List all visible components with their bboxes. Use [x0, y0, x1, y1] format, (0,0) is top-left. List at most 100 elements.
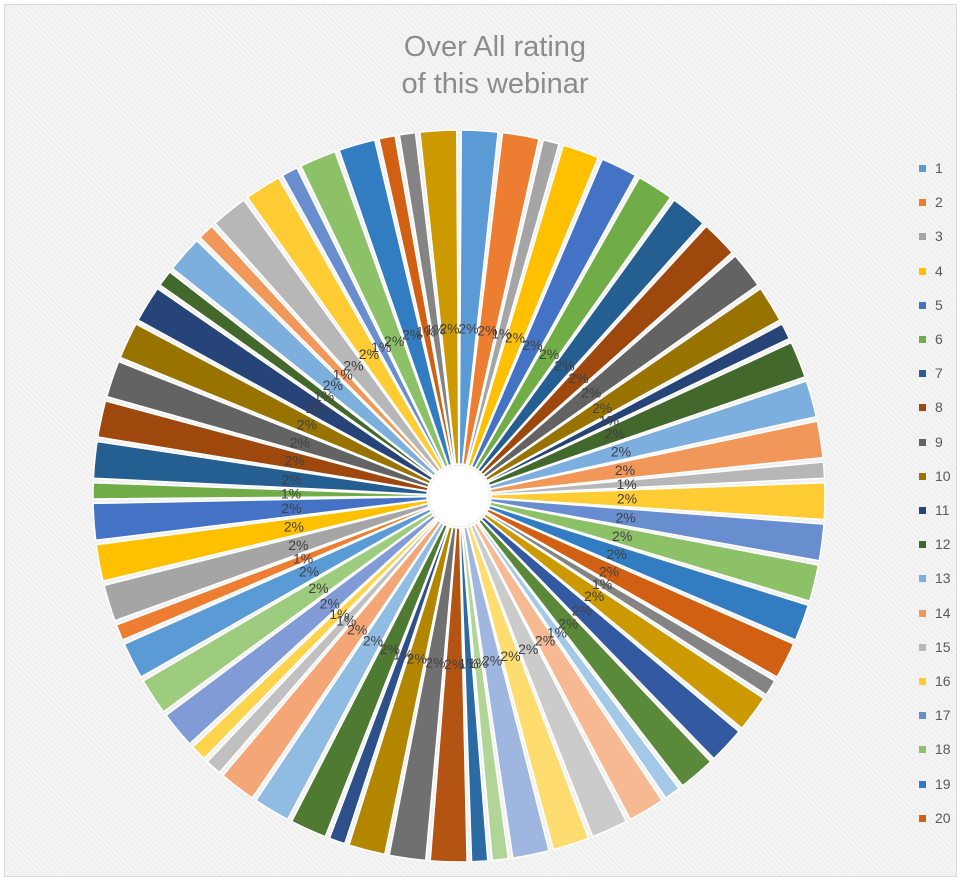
- data-label-63: 1%: [425, 322, 445, 338]
- data-label-54: 1%: [314, 388, 334, 404]
- data-label-56: 1%: [333, 367, 353, 383]
- pie-slice-20: [485, 507, 795, 679]
- legend-item-12: 12: [919, 534, 959, 554]
- pie-slice-41: [165, 514, 437, 745]
- pie-slice-10: [484, 287, 781, 482]
- pie-slice-42: [142, 511, 435, 713]
- pie-slice-33: [388, 526, 457, 862]
- pie-slice-59: [281, 166, 446, 469]
- data-label-52: 2%: [297, 417, 317, 433]
- legend-label: 18: [935, 741, 951, 758]
- legend-label: 19: [935, 775, 951, 792]
- pie-slice-5: [470, 158, 637, 469]
- pie-slice-8: [479, 225, 734, 476]
- data-label-24: 2%: [558, 616, 578, 632]
- legend-swatch: [919, 233, 926, 241]
- legend-item-15: 15: [919, 637, 959, 657]
- data-label-29: 2%: [482, 653, 502, 669]
- data-label-35: 1%: [393, 646, 413, 662]
- data-label-47: 2%: [281, 500, 301, 516]
- legend-label: 2: [935, 194, 943, 211]
- data-label-9: 2%: [581, 384, 601, 400]
- pie-slice-37: [254, 521, 446, 821]
- pie-slice-28: [466, 524, 590, 851]
- pie-slice-44: [115, 506, 431, 641]
- data-label-19: 2%: [606, 546, 626, 562]
- legend-label: 10: [935, 467, 951, 484]
- legend-item-9: 9: [919, 432, 959, 452]
- pie-slice-24: [477, 518, 712, 787]
- legend-label: 12: [935, 536, 951, 553]
- data-label-23: 2%: [572, 603, 592, 619]
- legend-label: 15: [935, 638, 951, 655]
- legend-swatch: [919, 814, 926, 822]
- data-label-5: 2%: [522, 337, 542, 353]
- data-label-39: 1%: [336, 613, 356, 629]
- pie-slice-23: [480, 515, 741, 760]
- data-label-28: 2%: [500, 648, 520, 664]
- data-label-6: 2%: [539, 346, 559, 362]
- pie-slice-31: [459, 527, 489, 863]
- pie-slice-47: [92, 495, 429, 542]
- data-label-8: 2%: [569, 370, 589, 386]
- pie-chart: 2%2%1%2%2%2%2%2%2%2%1%2%2%2%1%2%2%2%2%2%…: [92, 129, 826, 863]
- legend-swatch: [919, 438, 926, 446]
- legend-swatch: [919, 780, 926, 788]
- legend-item-5: 5: [919, 295, 959, 315]
- data-label-50: 2%: [285, 453, 305, 469]
- pie-slice-35: [328, 524, 450, 845]
- pie-slice-40: [191, 516, 438, 760]
- pie-slice-18: [488, 501, 820, 602]
- legend-swatch: [919, 336, 926, 343]
- legend-item-6: 6: [919, 329, 959, 349]
- data-label-26: 2%: [535, 632, 555, 648]
- pie-slice-64: [419, 129, 460, 466]
- legend-label: 5: [935, 296, 943, 313]
- pie-slice-51: [105, 360, 431, 489]
- data-label-1: 2%: [458, 320, 478, 336]
- pie-slice-9: [482, 254, 760, 479]
- data-label-36: 2%: [380, 641, 400, 657]
- data-label-14: 2%: [615, 462, 635, 478]
- pie-slice-27: [469, 523, 628, 838]
- legend-swatch: [919, 575, 926, 583]
- legend-label: 16: [935, 673, 951, 689]
- legend-item-1: 1: [919, 158, 959, 178]
- data-label-42: 2%: [308, 580, 328, 596]
- legend-item-10: 10: [919, 466, 959, 486]
- data-label-40: 1%: [329, 606, 349, 622]
- data-label-61: 2%: [402, 327, 422, 343]
- pie-slice-12: [487, 341, 807, 487]
- pie-slice-63: [398, 131, 457, 466]
- pie-slice-13: [488, 380, 818, 490]
- data-label-34: 2%: [407, 651, 427, 667]
- legend-item-11: 11: [919, 500, 959, 520]
- data-label-62: 1%: [416, 323, 436, 339]
- data-label-46: 2%: [284, 519, 304, 535]
- legend-label: 8: [935, 399, 943, 416]
- pie-slice-50: [96, 400, 430, 492]
- data-label-17: 2%: [616, 509, 636, 525]
- legend-swatch: [919, 370, 926, 378]
- chart-area: Over All rating of this webinar 2% 2% 1% 2%…: [4, 4, 957, 877]
- data-label-11: 1%: [599, 412, 619, 428]
- chart-title-line-1: Over All rating: [403, 31, 587, 63]
- data-label-59: 1%: [371, 339, 391, 355]
- legend-item-7: 7: [919, 363, 959, 383]
- pie-slice-45: [103, 502, 430, 622]
- legend-item-3: 3: [919, 226, 959, 246]
- data-label-49: 2%: [282, 471, 302, 487]
- data-label-2: 2%: [477, 322, 497, 338]
- pie-slice-30: [461, 526, 510, 862]
- pie-slice-53: [137, 287, 434, 482]
- pie-slice-29: [462, 526, 550, 859]
- data-label-43: 2%: [299, 564, 319, 580]
- data-label-60: 2%: [384, 333, 404, 349]
- pie-slice-25: [476, 520, 681, 800]
- legend-item-20: 20: [919, 808, 959, 828]
- data-label-48: 1%: [281, 486, 301, 502]
- legend-label: 11: [935, 502, 950, 518]
- data-label-7: 2%: [554, 357, 574, 373]
- data-label-57: 2%: [343, 357, 363, 373]
- pie-slice-1: [458, 129, 499, 466]
